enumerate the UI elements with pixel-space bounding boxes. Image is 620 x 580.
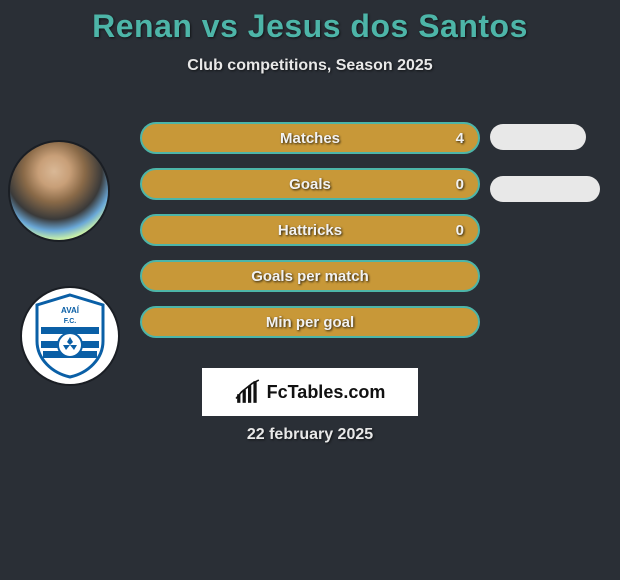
date-label: 22 february 2025 [247, 426, 373, 444]
player-left-avatar [8, 140, 110, 242]
brand-text: FcTables.com [267, 382, 386, 403]
stat-value: 0 [456, 222, 464, 239]
stat-row-goals: Goals 0 [140, 168, 480, 200]
svg-text:AVAÍ: AVAÍ [61, 306, 80, 315]
comparison-pill-goals [490, 176, 600, 202]
stat-label: Hattricks [278, 222, 342, 239]
club-left-badge: AVAÍ F.C. [20, 286, 120, 386]
svg-text:F.C.: F.C. [64, 318, 77, 325]
stat-label: Goals [289, 176, 331, 193]
branding-banner: FcTables.com [202, 368, 418, 416]
stat-row-matches: Matches 4 [140, 122, 480, 154]
stat-label: Goals per match [251, 268, 369, 285]
stats-container: Matches 4 Goals 0 Hattricks 0 Goals per … [140, 122, 480, 352]
comparison-pill-matches [490, 124, 586, 150]
stat-label: Min per goal [266, 314, 354, 331]
shield-icon: AVAÍ F.C. [33, 293, 107, 379]
stat-label: Matches [280, 130, 340, 147]
subtitle: Club competitions, Season 2025 [0, 57, 620, 75]
chart-icon [235, 379, 261, 405]
stat-row-min-per-goal: Min per goal [140, 306, 480, 338]
stat-value: 0 [456, 176, 464, 193]
stat-value: 4 [456, 130, 464, 147]
page-title: Renan vs Jesus dos Santos [0, 0, 620, 45]
stat-row-goals-per-match: Goals per match [140, 260, 480, 292]
stat-row-hattricks: Hattricks 0 [140, 214, 480, 246]
